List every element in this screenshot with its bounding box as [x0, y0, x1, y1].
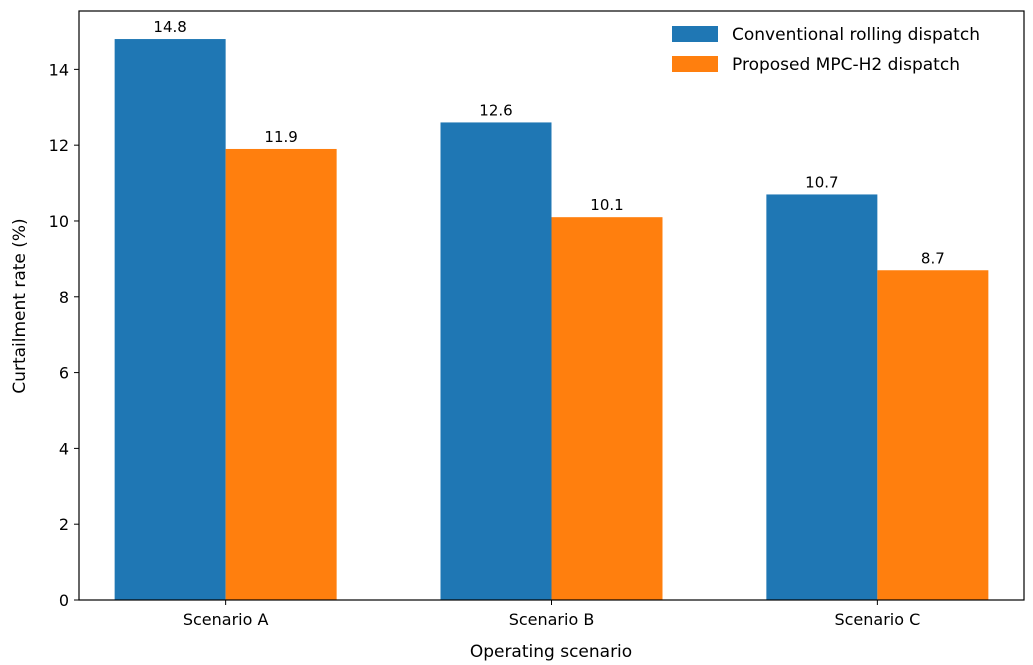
- bars: [114, 39, 989, 601]
- bar-value-label: 11.9: [264, 128, 297, 146]
- y-tick-label: 14: [49, 60, 69, 79]
- y-axis-title: Curtailment rate (%): [10, 218, 30, 393]
- bar-value-label: 10.7: [805, 173, 838, 191]
- bar-value-labels: 14.8 11.9 12.6 10.1 10.7 8.7: [153, 18, 944, 267]
- legend-label: Conventional rolling dispatch: [732, 25, 980, 45]
- legend-swatch: [672, 26, 718, 42]
- y-tick-label: 8: [59, 288, 69, 307]
- bar-value-label: 12.6: [479, 101, 512, 119]
- bar-value-label: 8.7: [921, 249, 945, 267]
- y-tick-label: 10: [49, 212, 69, 231]
- legend: Conventional rolling dispatch Proposed MP…: [672, 25, 980, 75]
- bar-proposed-1: [225, 148, 337, 600]
- y-tick-label: 2: [59, 515, 69, 534]
- y-tick-label: 4: [59, 439, 69, 458]
- bar-conventional-3: [766, 194, 878, 600]
- bar-value-label: 14.8: [153, 18, 186, 36]
- x-axis: Scenario A Scenario B Scenario C: [183, 600, 920, 629]
- x-tick-label: Scenario B: [509, 610, 595, 629]
- y-tick-label: 0: [59, 591, 69, 610]
- bar-conventional-2: [440, 122, 552, 600]
- bar-value-label: 10.1: [590, 196, 623, 214]
- y-tick-label: 6: [59, 364, 69, 383]
- legend-swatch: [672, 56, 718, 72]
- x-axis-title: Operating scenario: [470, 642, 632, 662]
- y-tick-label: 12: [49, 136, 69, 155]
- legend-label: Proposed MPC-H2 dispatch: [732, 55, 960, 75]
- y-axis: 0 2 4 6 8 10 12 14: [49, 60, 79, 610]
- bar-proposed-3: [877, 270, 989, 600]
- bar-proposed-2: [551, 217, 663, 600]
- x-tick-label: Scenario A: [183, 610, 269, 629]
- bar-conventional-1: [114, 39, 226, 601]
- x-tick-label: Scenario C: [834, 610, 920, 629]
